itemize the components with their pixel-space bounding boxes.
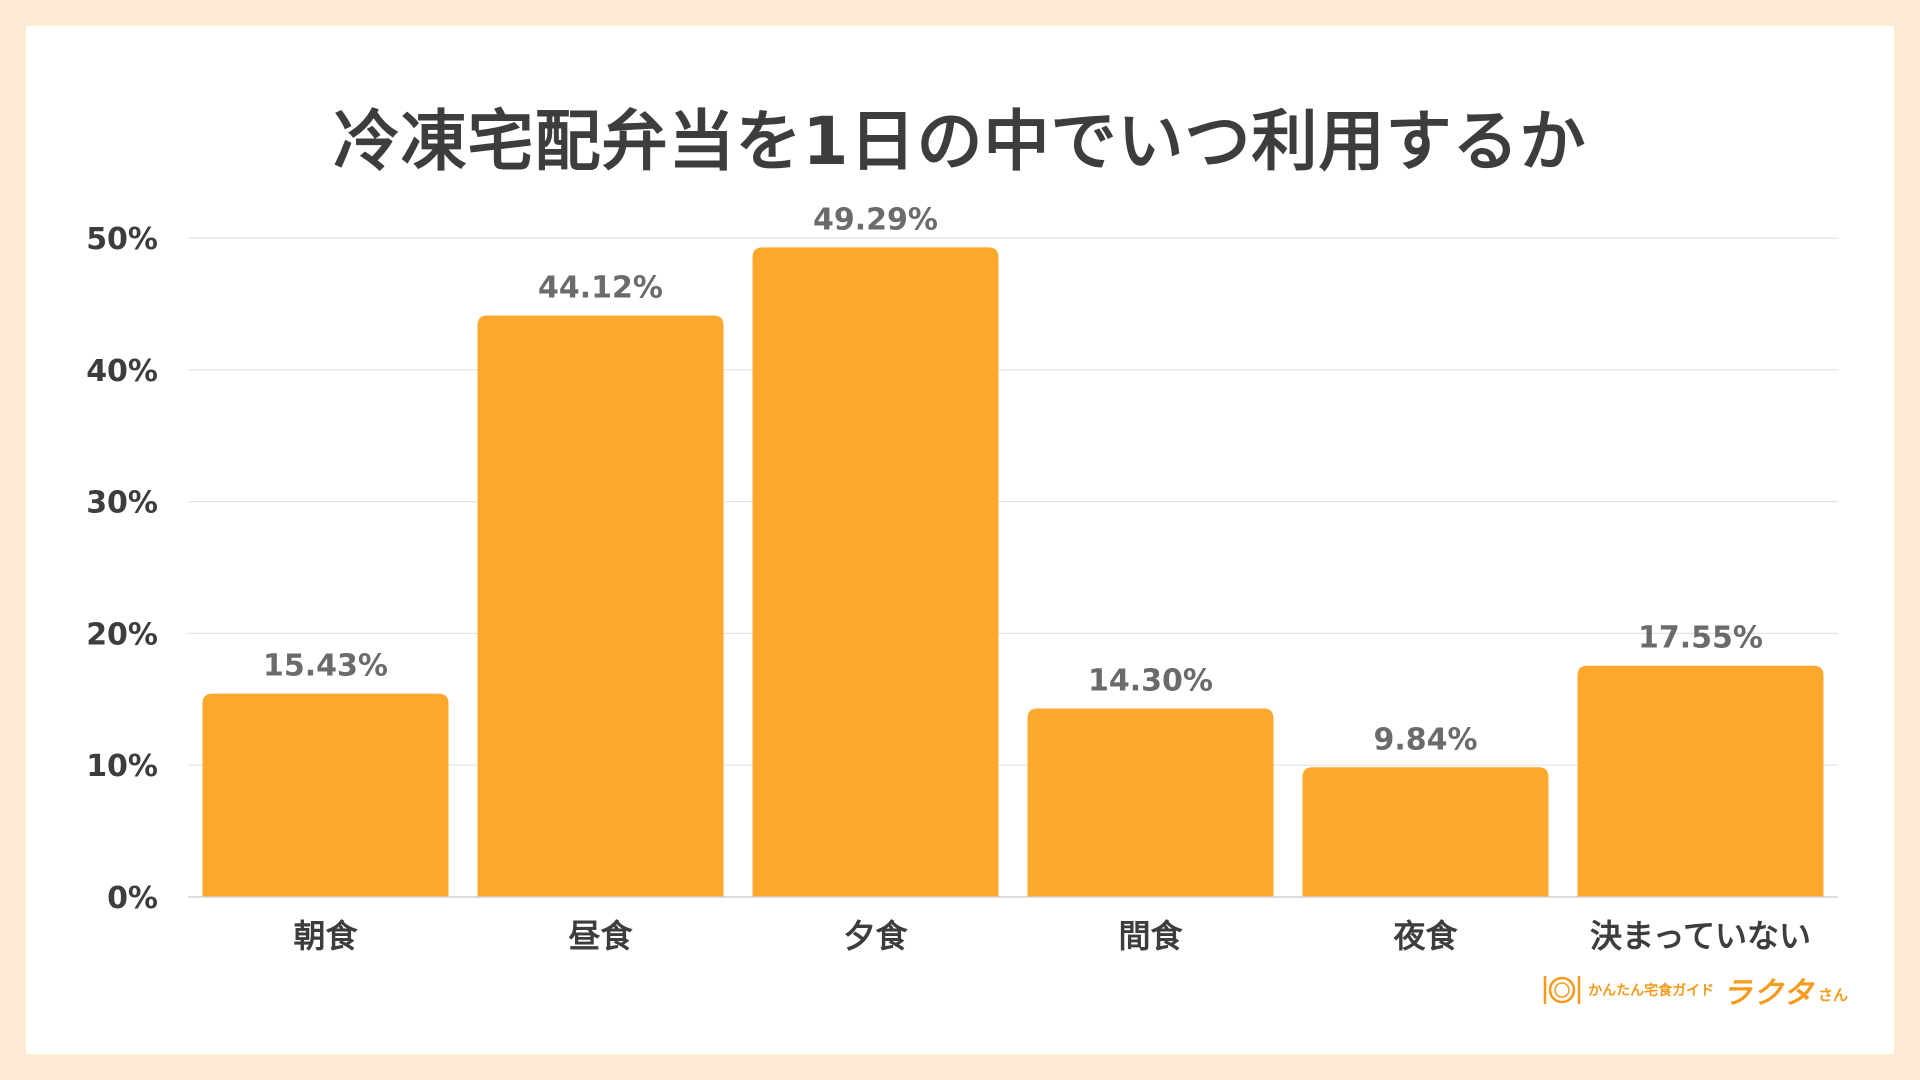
y-tick-label: 50% xyxy=(86,222,158,257)
y-tick-label: 30% xyxy=(86,486,158,521)
logo-subtitle: かんたん宅食ガイド xyxy=(1588,983,1715,999)
data-label: 9.84% xyxy=(1373,722,1477,757)
plate-fork-knife-icon xyxy=(1543,976,1581,1004)
y-tick-label: 0% xyxy=(107,881,158,916)
x-tick-label: 決まっていない xyxy=(1590,917,1811,955)
y-tick-label: 40% xyxy=(86,354,158,389)
data-label: 17.55% xyxy=(1638,621,1763,656)
bar xyxy=(1027,708,1274,897)
x-tick-label: 夕食 xyxy=(843,917,908,955)
data-label: 44.12% xyxy=(538,270,663,305)
bar xyxy=(202,693,449,897)
logo-suffix: さん xyxy=(1817,985,1848,1004)
data-label: 15.43% xyxy=(263,649,388,684)
x-tick-label: 昼食 xyxy=(568,917,633,955)
data-label: 14.30% xyxy=(1088,664,1213,699)
brand-logo: かんたん宅食ガイド ラクタ さん xyxy=(1542,968,1848,1012)
logo-brand: ラクタ xyxy=(1722,976,1814,1011)
bar xyxy=(1302,767,1549,897)
y-tick-label: 20% xyxy=(86,617,158,652)
bar xyxy=(752,247,999,898)
x-tick-label: 夜食 xyxy=(1392,917,1458,955)
bar xyxy=(1577,665,1824,897)
x-tick-label: 間食 xyxy=(1118,917,1183,955)
x-tick-label: 朝食 xyxy=(293,917,358,955)
data-label: 49.29% xyxy=(813,202,938,237)
chart-title: 冷凍宅配弁当を1日の中でいつ利用するか xyxy=(333,103,1587,180)
y-tick-label: 10% xyxy=(86,749,158,784)
bar xyxy=(477,315,724,897)
